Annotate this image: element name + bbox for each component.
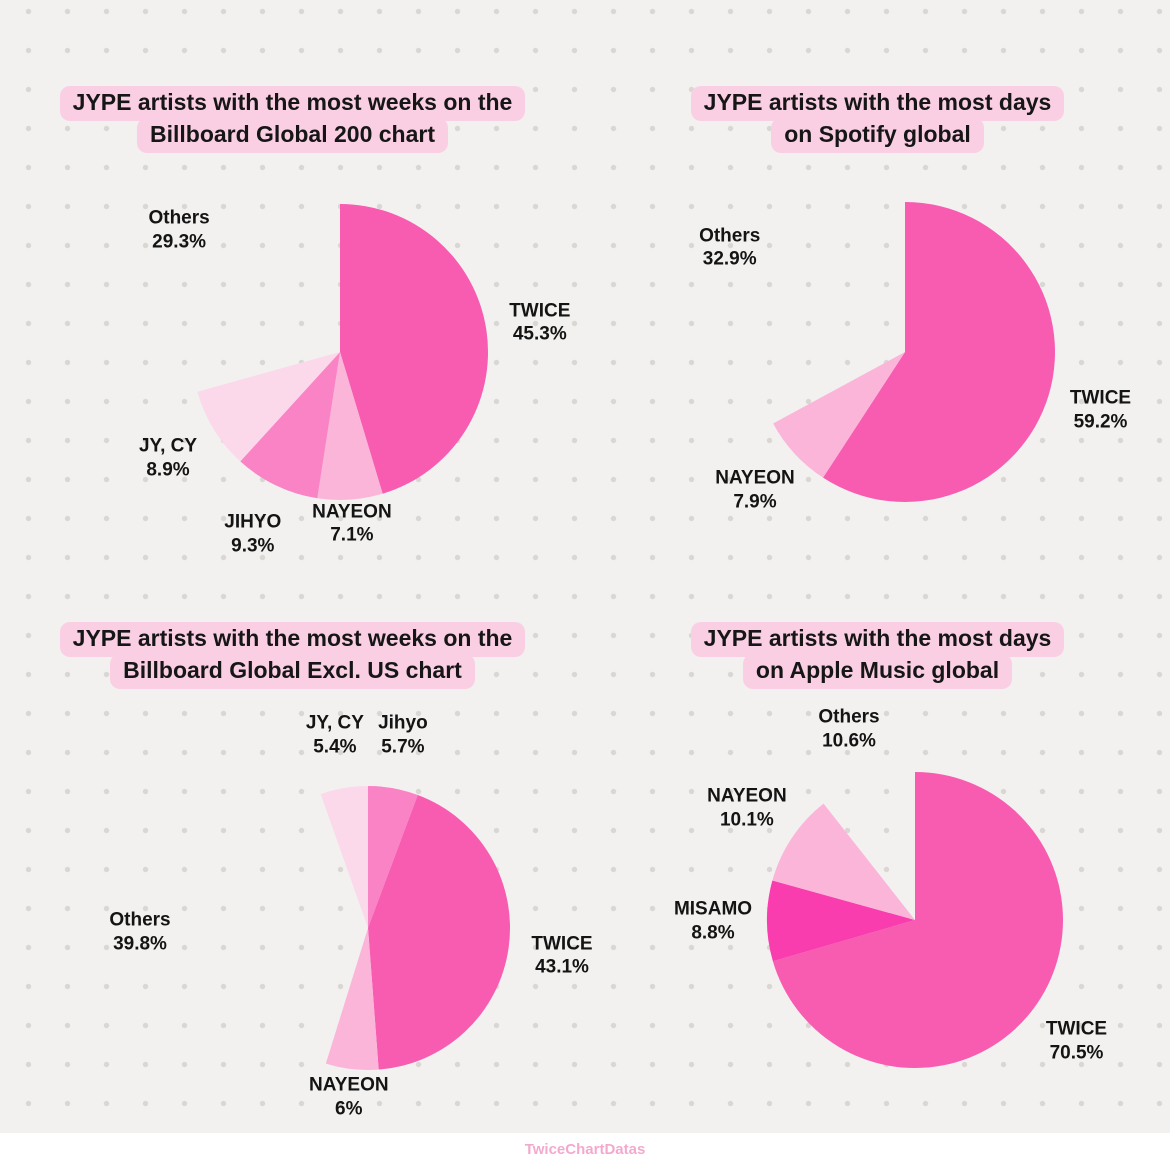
chart-panel-spotify-global: JYPE artists with the most days on Spoti…	[585, 0, 1170, 586]
slice-percentage: 5.7%	[381, 736, 425, 758]
slice-label-twice: TWICE 59.2%	[1070, 386, 1131, 434]
slice-label-twice: TWICE 43.1%	[531, 932, 592, 980]
slice-percentage: 70.5%	[1049, 1042, 1104, 1064]
footer-strip: TwiceChartDatas	[0, 1133, 1170, 1172]
slice-percentage: 10.6%	[822, 730, 876, 752]
slice-percentage: 8.9%	[146, 458, 190, 480]
pie-slice-jihyo	[240, 352, 340, 499]
chart-title-line2: on Spotify global	[771, 118, 984, 153]
slice-percentage: 39.8%	[113, 933, 167, 955]
chart-title: JYPE artists with the most weeks on the …	[0, 622, 585, 689]
pie-slice-twice	[340, 204, 489, 494]
pie-slice-twice	[823, 202, 1055, 502]
pie-slice-twice	[368, 795, 511, 1070]
slice-label-twice: TWICE 45.3%	[509, 299, 570, 347]
chart-panel-billboard-global-excl-us: JYPE artists with the most weeks on the …	[0, 586, 593, 1172]
slice-label-others: Others 29.3%	[148, 206, 209, 254]
slice-name: TWICE	[509, 299, 571, 321]
pie-slice-nayeon	[325, 928, 379, 1071]
chart-panel-apple-music-global: JYPE artists with the most days on Apple…	[585, 586, 1170, 1172]
slice-label-jihyo: JIHYO 9.3%	[224, 510, 281, 558]
slice-name: JY, CY	[305, 712, 364, 734]
pie-chart	[773, 202, 1055, 502]
chart-title-line2: Billboard Global 200 chart	[136, 118, 449, 153]
slice-label-jihyo: Jihyo 5.7%	[378, 711, 428, 759]
slice-percentage: 59.2%	[1073, 411, 1128, 433]
chart-title-line2: on Apple Music global	[742, 654, 1013, 689]
slice-name: Others	[109, 909, 171, 931]
slice-name: Others	[818, 706, 880, 728]
slice-name: TWICE	[1069, 387, 1132, 409]
slice-percentage: 5.4%	[313, 735, 357, 757]
slice-label-jy-cy: JY, CY 8.9%	[139, 434, 197, 482]
slice-name: Others	[699, 224, 761, 246]
slice-label-nayeon: NAYEON 10.1%	[707, 784, 787, 832]
slice-name: NAYEON	[715, 467, 795, 489]
chart-title: JYPE artists with the most weeks on the …	[0, 86, 585, 153]
slice-percentage: 45.3%	[512, 323, 567, 345]
chart-title: JYPE artists with the most days on Apple…	[585, 622, 1170, 689]
slice-label-nayeon: NAYEON 7.1%	[312, 500, 392, 548]
slice-name: JIHYO	[224, 511, 282, 533]
slice-percentage: 7.9%	[733, 491, 777, 513]
slice-label-misamo: MISAMO 8.8%	[674, 898, 752, 946]
slice-percentage: 8.8%	[691, 922, 735, 944]
chart-title-line1: JYPE artists with the most days	[690, 622, 1065, 657]
watermark-text: TwiceChartDatas	[524, 1141, 646, 1158]
slice-label-others: Others 39.8%	[109, 909, 170, 957]
slice-percentage: 7.1%	[330, 524, 374, 546]
slice-name: Jihyo	[378, 712, 428, 734]
slice-percentage: 29.3%	[152, 230, 207, 252]
chart-title: JYPE artists with the most days on Spoti…	[585, 86, 1170, 153]
chart-title-line1: JYPE artists with the most weeks on the	[59, 86, 526, 121]
pie-chart	[767, 772, 1064, 1068]
pie-chart	[197, 204, 489, 501]
chart-title-line1: JYPE artists with the most days	[690, 86, 1065, 121]
slice-label-nayeon: NAYEON 7.9%	[715, 466, 795, 514]
chart-panel-billboard-global-200: JYPE artists with the most weeks on the …	[0, 0, 585, 586]
slice-label-others: Others 10.6%	[818, 705, 879, 753]
pie-slice-misamo	[767, 880, 915, 962]
pie-chart	[320, 786, 511, 1071]
pie-slice-twice	[772, 772, 1064, 1068]
chart-title-line2: Billboard Global Excl. US chart	[110, 654, 475, 689]
slice-name: MISAMO	[673, 898, 753, 920]
pie-slice-nayeon	[317, 352, 383, 501]
slice-name: TWICE	[1045, 1018, 1108, 1040]
pie-slice-nayeon	[773, 352, 905, 478]
slice-label-jy-cy: JY, CY 5.4%	[306, 711, 364, 759]
slice-percentage: 9.3%	[231, 535, 275, 557]
slice-percentage: 32.9%	[702, 248, 757, 270]
pie-slice-jihyo	[368, 786, 418, 928]
slice-label-twice: TWICE 70.5%	[1046, 1018, 1107, 1066]
slice-label-others: Others 32.9%	[699, 224, 760, 272]
slice-percentage: 6%	[335, 1097, 363, 1119]
slice-name: JY, CY	[138, 435, 198, 457]
pie-slice-jy-cy	[320, 786, 368, 928]
slice-name: Others	[148, 207, 210, 229]
slice-percentage: 43.1%	[535, 956, 589, 978]
slice-name: TWICE	[531, 932, 593, 954]
pie-slice-jy-cy	[197, 352, 340, 462]
slice-name: NAYEON	[707, 785, 787, 807]
slice-name: NAYEON	[312, 500, 392, 522]
pie-slice-nayeon	[772, 803, 915, 920]
slice-percentage: 10.1%	[719, 809, 774, 830]
slice-label-nayeon: NAYEON 6%	[309, 1073, 389, 1121]
chart-title-line1: JYPE artists with the most weeks on the	[59, 622, 526, 657]
slice-name: NAYEON	[309, 1074, 389, 1096]
